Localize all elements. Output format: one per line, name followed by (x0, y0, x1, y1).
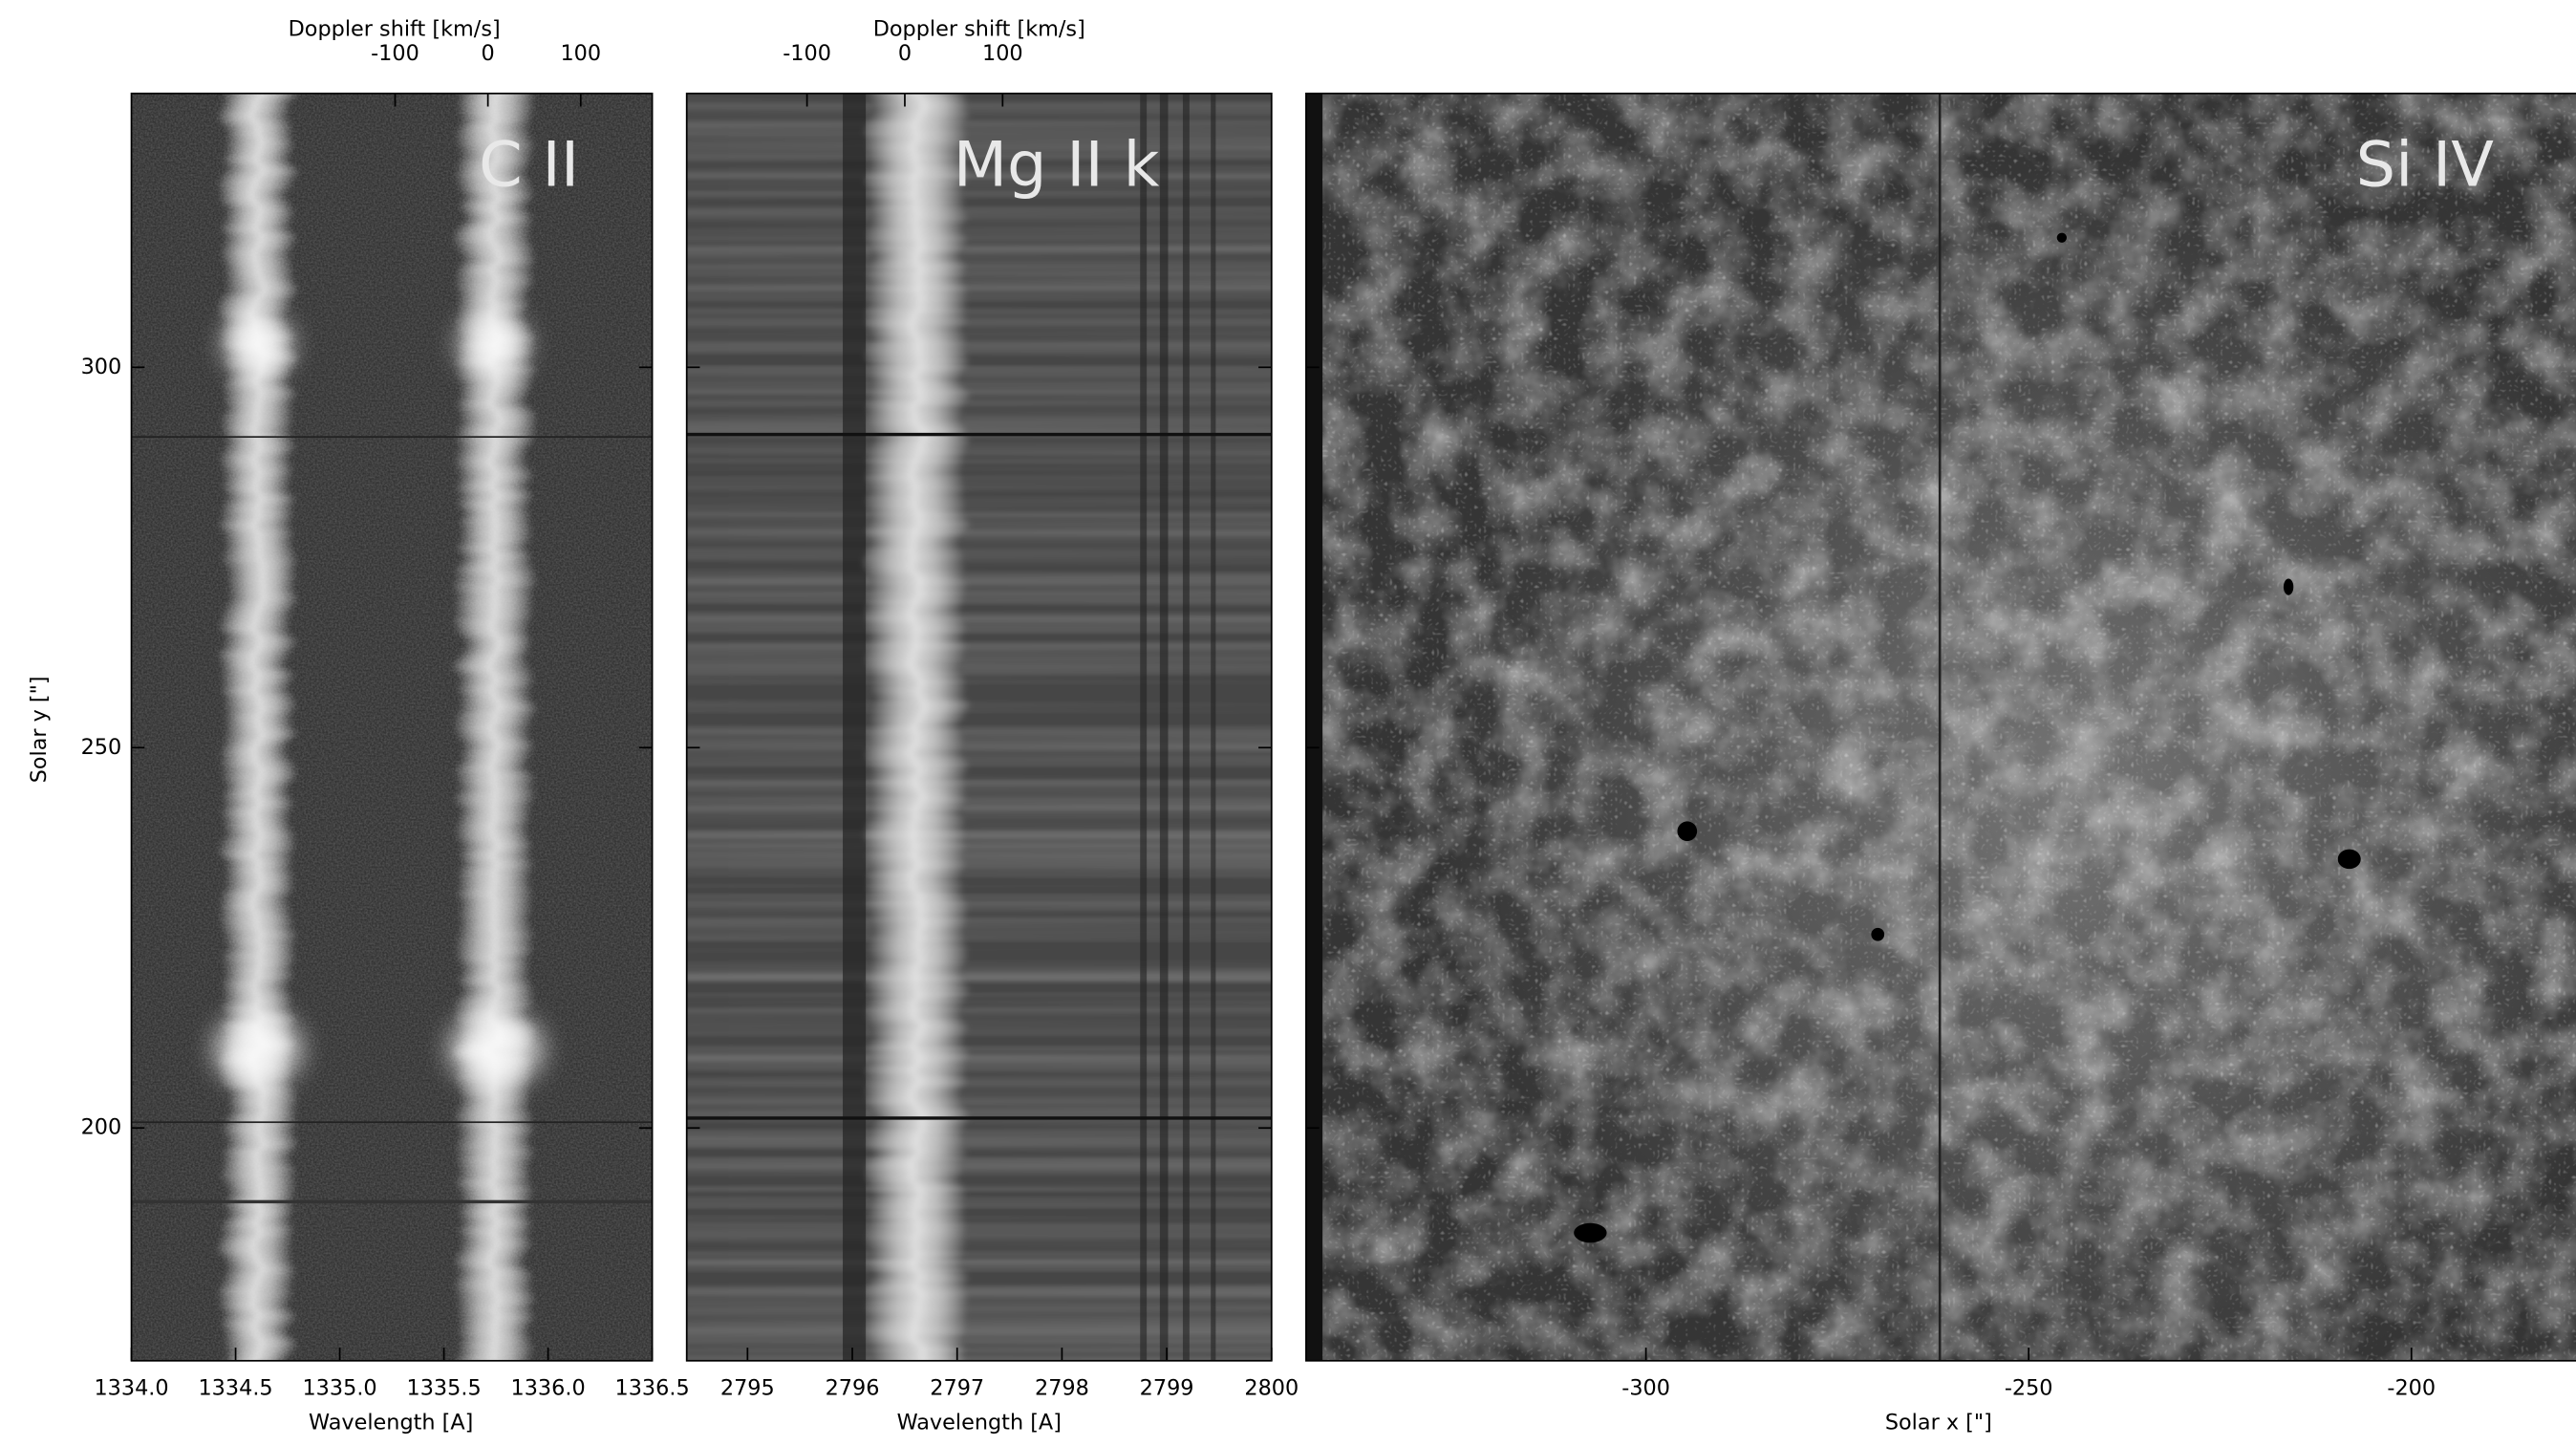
x-tick-label: 1334.5 (198, 1375, 272, 1400)
panel-label: C II (479, 129, 579, 202)
x-tick-label: 1334.0 (94, 1375, 168, 1400)
x-tick-label: 2795 (720, 1375, 775, 1400)
x-tick-label: 2797 (930, 1375, 984, 1400)
x-tick-label: 2796 (826, 1375, 880, 1400)
y-tick-label: 200 (81, 1115, 122, 1140)
y-axis-title: Solar y ["] (27, 676, 52, 783)
panel-frames (130, 92, 2576, 1362)
x-tick-label: 1335.0 (302, 1375, 376, 1400)
x-axis-title: Solar x ["] (1885, 1410, 1992, 1435)
x-tick-label: 1336.0 (511, 1375, 586, 1400)
y-tick-label: 300 (81, 355, 122, 379)
top-tick-label: -100 (371, 41, 419, 66)
x-tick-label: 1336.5 (615, 1375, 690, 1400)
top-axis-title: Doppler shift [km/s] (289, 16, 501, 41)
panel-label: Si IV (2356, 129, 2495, 202)
x-tick-label: 2800 (1244, 1375, 1299, 1400)
x-tick-label: 2799 (1140, 1375, 1194, 1400)
mg-spectrum-image (686, 93, 1272, 1361)
x-tick-label: -300 (1621, 1375, 1670, 1400)
top-tick-label: -100 (783, 41, 831, 66)
top-tick-label: 100 (982, 41, 1023, 66)
panel-label: Mg II k (954, 129, 1160, 202)
top-tick-label: 0 (482, 41, 495, 66)
x-axis-title: Wavelength [A] (309, 1410, 473, 1435)
si-iv-image (1305, 93, 2576, 1361)
x-axis-title: Wavelength [A] (897, 1410, 1062, 1435)
c2-spectrum-image (131, 93, 653, 1361)
x-tick-label: 2798 (1035, 1375, 1089, 1400)
x-tick-label: 1335.5 (406, 1375, 481, 1400)
top-tick-label: 0 (898, 41, 912, 66)
y-tick-label: 250 (81, 735, 122, 760)
x-tick-label: -250 (2005, 1375, 2053, 1400)
x-tick-label: -200 (2387, 1375, 2436, 1400)
top-axis-title: Doppler shift [km/s] (873, 16, 1085, 41)
top-tick-label: 100 (560, 41, 601, 66)
